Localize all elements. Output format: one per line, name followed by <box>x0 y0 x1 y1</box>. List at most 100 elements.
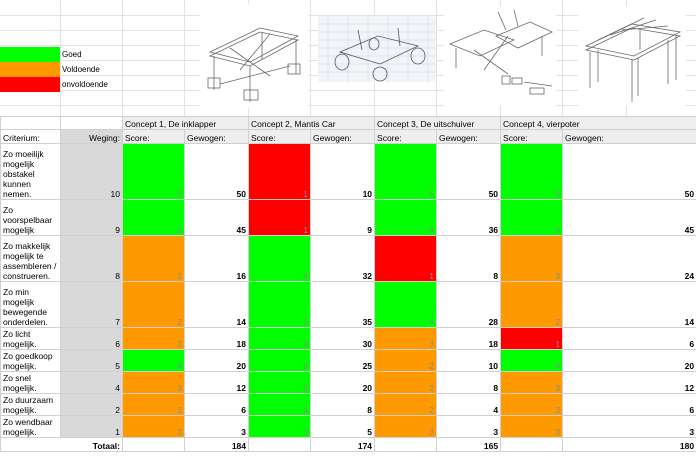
weging-cell[interactable]: 10 <box>60 143 123 200</box>
gewogen-cell[interactable]: 50 <box>562 143 696 200</box>
gewogen-cell[interactable]: 6 <box>562 327 696 350</box>
gewogen-cell[interactable]: 16 <box>183 235 250 282</box>
criterium-header[interactable]: Criterium: <box>0 129 61 144</box>
score-cell[interactable]: 4 <box>248 235 312 282</box>
score-cell[interactable]: 4 <box>122 349 185 372</box>
concept-header-2[interactable]: Concept 2, Mantis Car <box>248 116 376 130</box>
score-cell[interactable]: 5 <box>500 143 564 200</box>
score-header[interactable]: Score: <box>248 129 312 144</box>
score-cell[interactable]: 2 <box>374 349 438 372</box>
score-cell[interactable]: 3 <box>122 371 185 394</box>
criterium-cell[interactable]: Zo moeilijk mogelijk obstakel kunnen nem… <box>0 143 61 200</box>
score-cell[interactable]: 3 <box>500 393 564 416</box>
gewogen-cell[interactable]: 8 <box>310 393 376 416</box>
weging-cell[interactable]: 5 <box>60 349 123 372</box>
score-cell[interactable]: 4 <box>500 349 564 372</box>
gewogen-cell[interactable]: 50 <box>183 143 250 200</box>
gewogen-cell[interactable]: 10 <box>310 143 376 200</box>
score-cell[interactable]: 1 <box>248 143 312 200</box>
gewogen-cell[interactable]: 45 <box>562 199 696 236</box>
concept-header-1[interactable]: Concept 1, De inklapper <box>121 116 250 130</box>
criterium-cell[interactable]: Zo duurzaam mogelijk. <box>0 393 61 416</box>
totals-label[interactable]: Totaal: <box>0 437 123 452</box>
gewogen-cell[interactable]: 14 <box>562 281 696 328</box>
score-cell[interactable]: 3 <box>500 415 564 438</box>
score-cell[interactable]: 5 <box>122 143 185 200</box>
blank-cell[interactable] <box>248 437 312 452</box>
blank-cell[interactable] <box>60 116 123 130</box>
gewogen-cell[interactable]: 28 <box>436 281 502 328</box>
weging-cell[interactable]: 9 <box>60 199 123 236</box>
gewogen-cell[interactable]: 18 <box>436 327 502 350</box>
score-cell[interactable]: 5 <box>248 371 312 394</box>
score-cell[interactable]: 3 <box>500 235 564 282</box>
blank-cell[interactable] <box>500 437 564 452</box>
score-cell[interactable]: 5 <box>248 327 312 350</box>
score-cell[interactable]: 2 <box>374 393 438 416</box>
gewogen-cell[interactable]: 50 <box>436 143 502 200</box>
gewogen-cell[interactable]: 8 <box>436 371 502 394</box>
weging-cell[interactable]: 8 <box>60 235 123 282</box>
criterium-cell[interactable]: Zo min mogelijk bewegende onderdelen. <box>0 281 61 328</box>
gewogen-cell[interactable]: 20 <box>183 349 250 372</box>
gewogen-cell[interactable]: 32 <box>310 235 376 282</box>
gewogen-header[interactable]: Gewogen: <box>310 129 376 144</box>
weging-cell[interactable]: 6 <box>60 327 123 350</box>
gewogen-cell[interactable]: 35 <box>310 281 376 328</box>
weging-cell[interactable]: 2 <box>60 393 123 416</box>
gewogen-cell[interactable]: 9 <box>310 199 376 236</box>
gewogen-cell[interactable]: 14 <box>183 281 250 328</box>
gewogen-cell[interactable]: 20 <box>562 349 696 372</box>
gewogen-header[interactable]: Gewogen: <box>183 129 250 144</box>
gewogen-header[interactable]: Gewogen: <box>436 129 502 144</box>
gewogen-cell[interactable]: 4 <box>436 393 502 416</box>
score-header[interactable]: Score: <box>122 129 185 144</box>
total-value[interactable]: 184 <box>183 437 250 452</box>
blank-cell[interactable] <box>122 437 185 452</box>
gewogen-cell[interactable]: 24 <box>562 235 696 282</box>
score-cell[interactable]: 5 <box>248 415 312 438</box>
gewogen-cell[interactable]: 30 <box>310 327 376 350</box>
score-cell[interactable]: 4 <box>374 199 438 236</box>
score-cell[interactable]: 3 <box>122 327 185 350</box>
gewogen-cell[interactable]: 6 <box>183 393 250 416</box>
concept-header-4[interactable]: Concept 4, vierpoter <box>500 116 696 130</box>
weging-cell[interactable]: 1 <box>60 415 123 438</box>
weging-cell[interactable]: 7 <box>60 281 123 328</box>
score-cell[interactable]: 2 <box>122 235 185 282</box>
criterium-cell[interactable]: Zo snel mogelijk. <box>0 371 61 394</box>
score-cell[interactable]: 4 <box>374 281 438 328</box>
score-cell[interactable]: 1 <box>248 199 312 236</box>
gewogen-cell[interactable]: 45 <box>183 199 250 236</box>
concept-header-3[interactable]: Concept 3, De uitschuiver <box>374 116 502 130</box>
total-value[interactable]: 165 <box>436 437 502 452</box>
gewogen-cell[interactable]: 3 <box>562 415 696 438</box>
score-cell[interactable]: 5 <box>500 199 564 236</box>
criterium-cell[interactable]: Zo goedkoop mogelijk. <box>0 349 61 372</box>
gewogen-cell[interactable]: 25 <box>310 349 376 372</box>
score-cell[interactable]: 3 <box>500 371 564 394</box>
score-header[interactable]: Score: <box>500 129 564 144</box>
score-cell[interactable]: 5 <box>374 143 438 200</box>
score-cell[interactable]: 5 <box>122 199 185 236</box>
weging-header[interactable]: Weging: <box>60 129 123 144</box>
gewogen-cell[interactable]: 6 <box>562 393 696 416</box>
blank-cell[interactable] <box>374 437 438 452</box>
score-cell[interactable]: 3 <box>374 327 438 350</box>
gewogen-cell[interactable]: 3 <box>183 415 250 438</box>
score-cell[interactable]: 1 <box>374 235 438 282</box>
total-value[interactable]: 174 <box>310 437 376 452</box>
gewogen-cell[interactable]: 10 <box>436 349 502 372</box>
criterium-cell[interactable]: Zo makkelijk mogelijk te assembleren / c… <box>0 235 61 282</box>
gewogen-cell[interactable]: 12 <box>183 371 250 394</box>
score-cell[interactable]: 5 <box>248 349 312 372</box>
total-value[interactable]: 180 <box>562 437 696 452</box>
score-cell[interactable]: 2 <box>500 281 564 328</box>
gewogen-cell[interactable]: 36 <box>436 199 502 236</box>
score-cell[interactable]: 3 <box>374 415 438 438</box>
gewogen-cell[interactable]: 12 <box>562 371 696 394</box>
score-cell[interactable]: 2 <box>122 281 185 328</box>
gewogen-cell[interactable]: 18 <box>183 327 250 350</box>
score-cell[interactable]: 3 <box>122 415 185 438</box>
criterium-cell[interactable]: Zo wendbaar mogelijk. <box>0 415 61 438</box>
